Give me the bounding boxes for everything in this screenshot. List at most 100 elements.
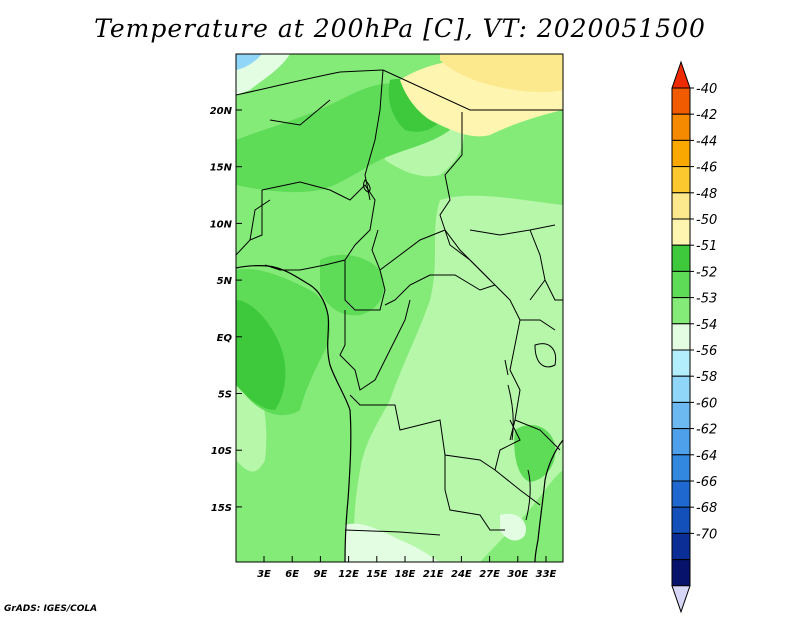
lat-tick-label: 5S [218,390,232,401]
lon-tick-label: 9E [314,569,328,580]
band-52-southeast [514,425,556,482]
border-uganda [520,319,556,331]
legend-label: -64 [696,449,717,464]
legend-label: -58 [696,370,717,385]
band-58 [236,54,262,70]
legend-color-box [671,323,691,351]
legend-color-box [671,375,691,403]
legend-label: -46 [696,161,717,176]
lon-tick-label: 27E [479,569,500,580]
border-drc-east [494,284,521,441]
legend-label: -44 [696,134,717,149]
border-ssudan-east [529,229,546,301]
band-48 [440,54,563,93]
lat-tick-label: 20N [210,106,233,117]
lake-kivu [504,359,509,376]
border-libya-chad [382,69,563,111]
border-congo [339,299,411,391]
border-tanzania [514,419,561,451]
lon-tick-label: 12E [338,569,359,580]
border-chad-sudan [439,112,491,281]
lat-tick-label: 5N [217,276,233,287]
band-56-south [345,523,440,562]
lon-tick-label: 18E [395,569,416,580]
legend-label: -53 [696,292,717,307]
lakes [363,179,557,521]
border-angola-namibia [344,529,441,536]
border-ghana [249,199,271,241]
legend-color-box [671,113,691,141]
border-sudan-ssudan [469,224,556,236]
legend-color-box [671,454,691,482]
coast-east [534,439,563,562]
border-algeria-niger [236,69,384,96]
legend-label: -50 [696,213,717,228]
lat-tick-label: EQ [217,333,233,344]
chart-title: Temperature at 200hPa [C], VT: 202005150… [94,14,706,43]
border-mozambique [494,469,541,506]
legend-color-box [671,244,691,272]
legend-label: -40 [696,82,717,97]
legend-color-box [671,192,691,220]
legend-label: -66 [696,475,717,490]
legend-arrow-bottom [671,585,691,614]
legend-color-box [671,166,691,194]
legend-color-box [671,506,691,534]
legend-color-box [671,139,691,168]
lake-chad [363,179,371,193]
legend-color-box [671,297,691,325]
border-west-africa [236,190,263,256]
legend-color-box [671,401,691,430]
band-51-coast [236,300,286,410]
border-niger-chad [364,69,384,201]
legend-color-box [671,559,691,587]
border-cameroon [344,229,386,311]
legend-color-box [671,218,691,246]
legend-label: -48 [696,187,717,202]
coastline [236,265,563,562]
band-52-central [320,254,384,316]
country-borders [236,69,563,536]
legend-label: -52 [696,265,717,280]
lake-tanganyika [507,384,514,441]
legend-color-box [671,87,691,115]
legend-label: -60 [696,396,717,411]
legend-label: -62 [696,423,717,438]
border-kenya [544,279,563,301]
border-nigeria [261,181,376,271]
border-mali-niger [269,99,331,126]
lon-tick-label: 6E [285,569,299,580]
lon-tick-label: 21E [423,569,444,580]
lon-tick-label: 15E [366,569,387,580]
legend-color-box [671,428,691,456]
lat-tick-label: 10S [211,446,232,457]
legend-label: -42 [696,108,717,123]
band-54-east [354,195,563,562]
color-legend: -40 -42 -44 -46 -48 -50 -51 -52 -53 -54 -56 -58 -60 -… [671,60,717,614]
lon-tick-label: 24E [451,569,472,580]
legend-label: -54 [696,318,717,333]
legend-color-box [671,349,691,377]
band-56-south2 [500,513,526,541]
lon-tick-label: 3E [257,569,271,580]
legend-label: -68 [696,501,717,516]
map-frame [235,53,564,563]
lat-tick-label: 10N [210,219,233,230]
legend-label: -56 [696,344,717,359]
latitude-axis: 20N 15N 10N 5N EQ 5S 10S 15S [210,106,242,514]
longitude-axis: 3E 6E 9E 12E 15E 18E 21E 24E 27E 30E 33E [257,556,557,580]
legend-label: -70 [696,527,717,542]
coast-gulf-of-guinea [236,265,352,562]
credit-text: GrADS: IGES/COLA [4,604,98,614]
legend-color-box [671,532,691,561]
legend-arrow-top [671,60,691,89]
border-angola-zambia [444,455,505,531]
legend-color-box [671,270,691,299]
lon-tick-label: 33E [536,569,557,580]
lake-victoria [534,343,557,368]
temperature-field [236,54,563,562]
lon-tick-label: 30E [507,569,528,580]
legend-color-box [671,480,691,508]
lat-tick-label: 15S [211,503,232,514]
